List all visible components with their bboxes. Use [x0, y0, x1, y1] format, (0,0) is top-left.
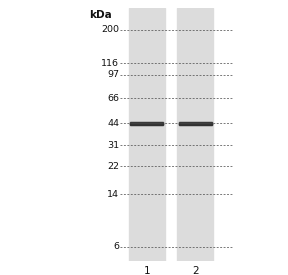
- Bar: [179, 124, 212, 125]
- Bar: [130, 122, 163, 123]
- Bar: [177, 8, 213, 261]
- Text: 44: 44: [107, 119, 119, 128]
- Text: 6: 6: [113, 243, 119, 251]
- Text: 31: 31: [107, 141, 119, 150]
- Text: 2: 2: [192, 266, 198, 275]
- Text: 116: 116: [101, 59, 119, 68]
- Bar: [179, 124, 212, 125]
- Bar: [130, 122, 163, 123]
- Bar: [129, 8, 165, 261]
- Bar: [179, 122, 212, 123]
- Bar: [130, 123, 163, 124]
- Text: kDa: kDa: [90, 10, 112, 20]
- Bar: [130, 123, 163, 124]
- Bar: [179, 122, 212, 125]
- Bar: [179, 123, 212, 124]
- Text: 22: 22: [107, 162, 119, 171]
- Text: 14: 14: [107, 190, 119, 199]
- Text: 66: 66: [107, 94, 119, 103]
- Bar: [179, 123, 212, 124]
- Text: 1: 1: [143, 266, 150, 275]
- Text: 200: 200: [101, 25, 119, 34]
- Bar: [130, 122, 163, 125]
- Text: 97: 97: [107, 70, 119, 79]
- Bar: [130, 124, 163, 125]
- Bar: [179, 122, 212, 123]
- Bar: [130, 124, 163, 125]
